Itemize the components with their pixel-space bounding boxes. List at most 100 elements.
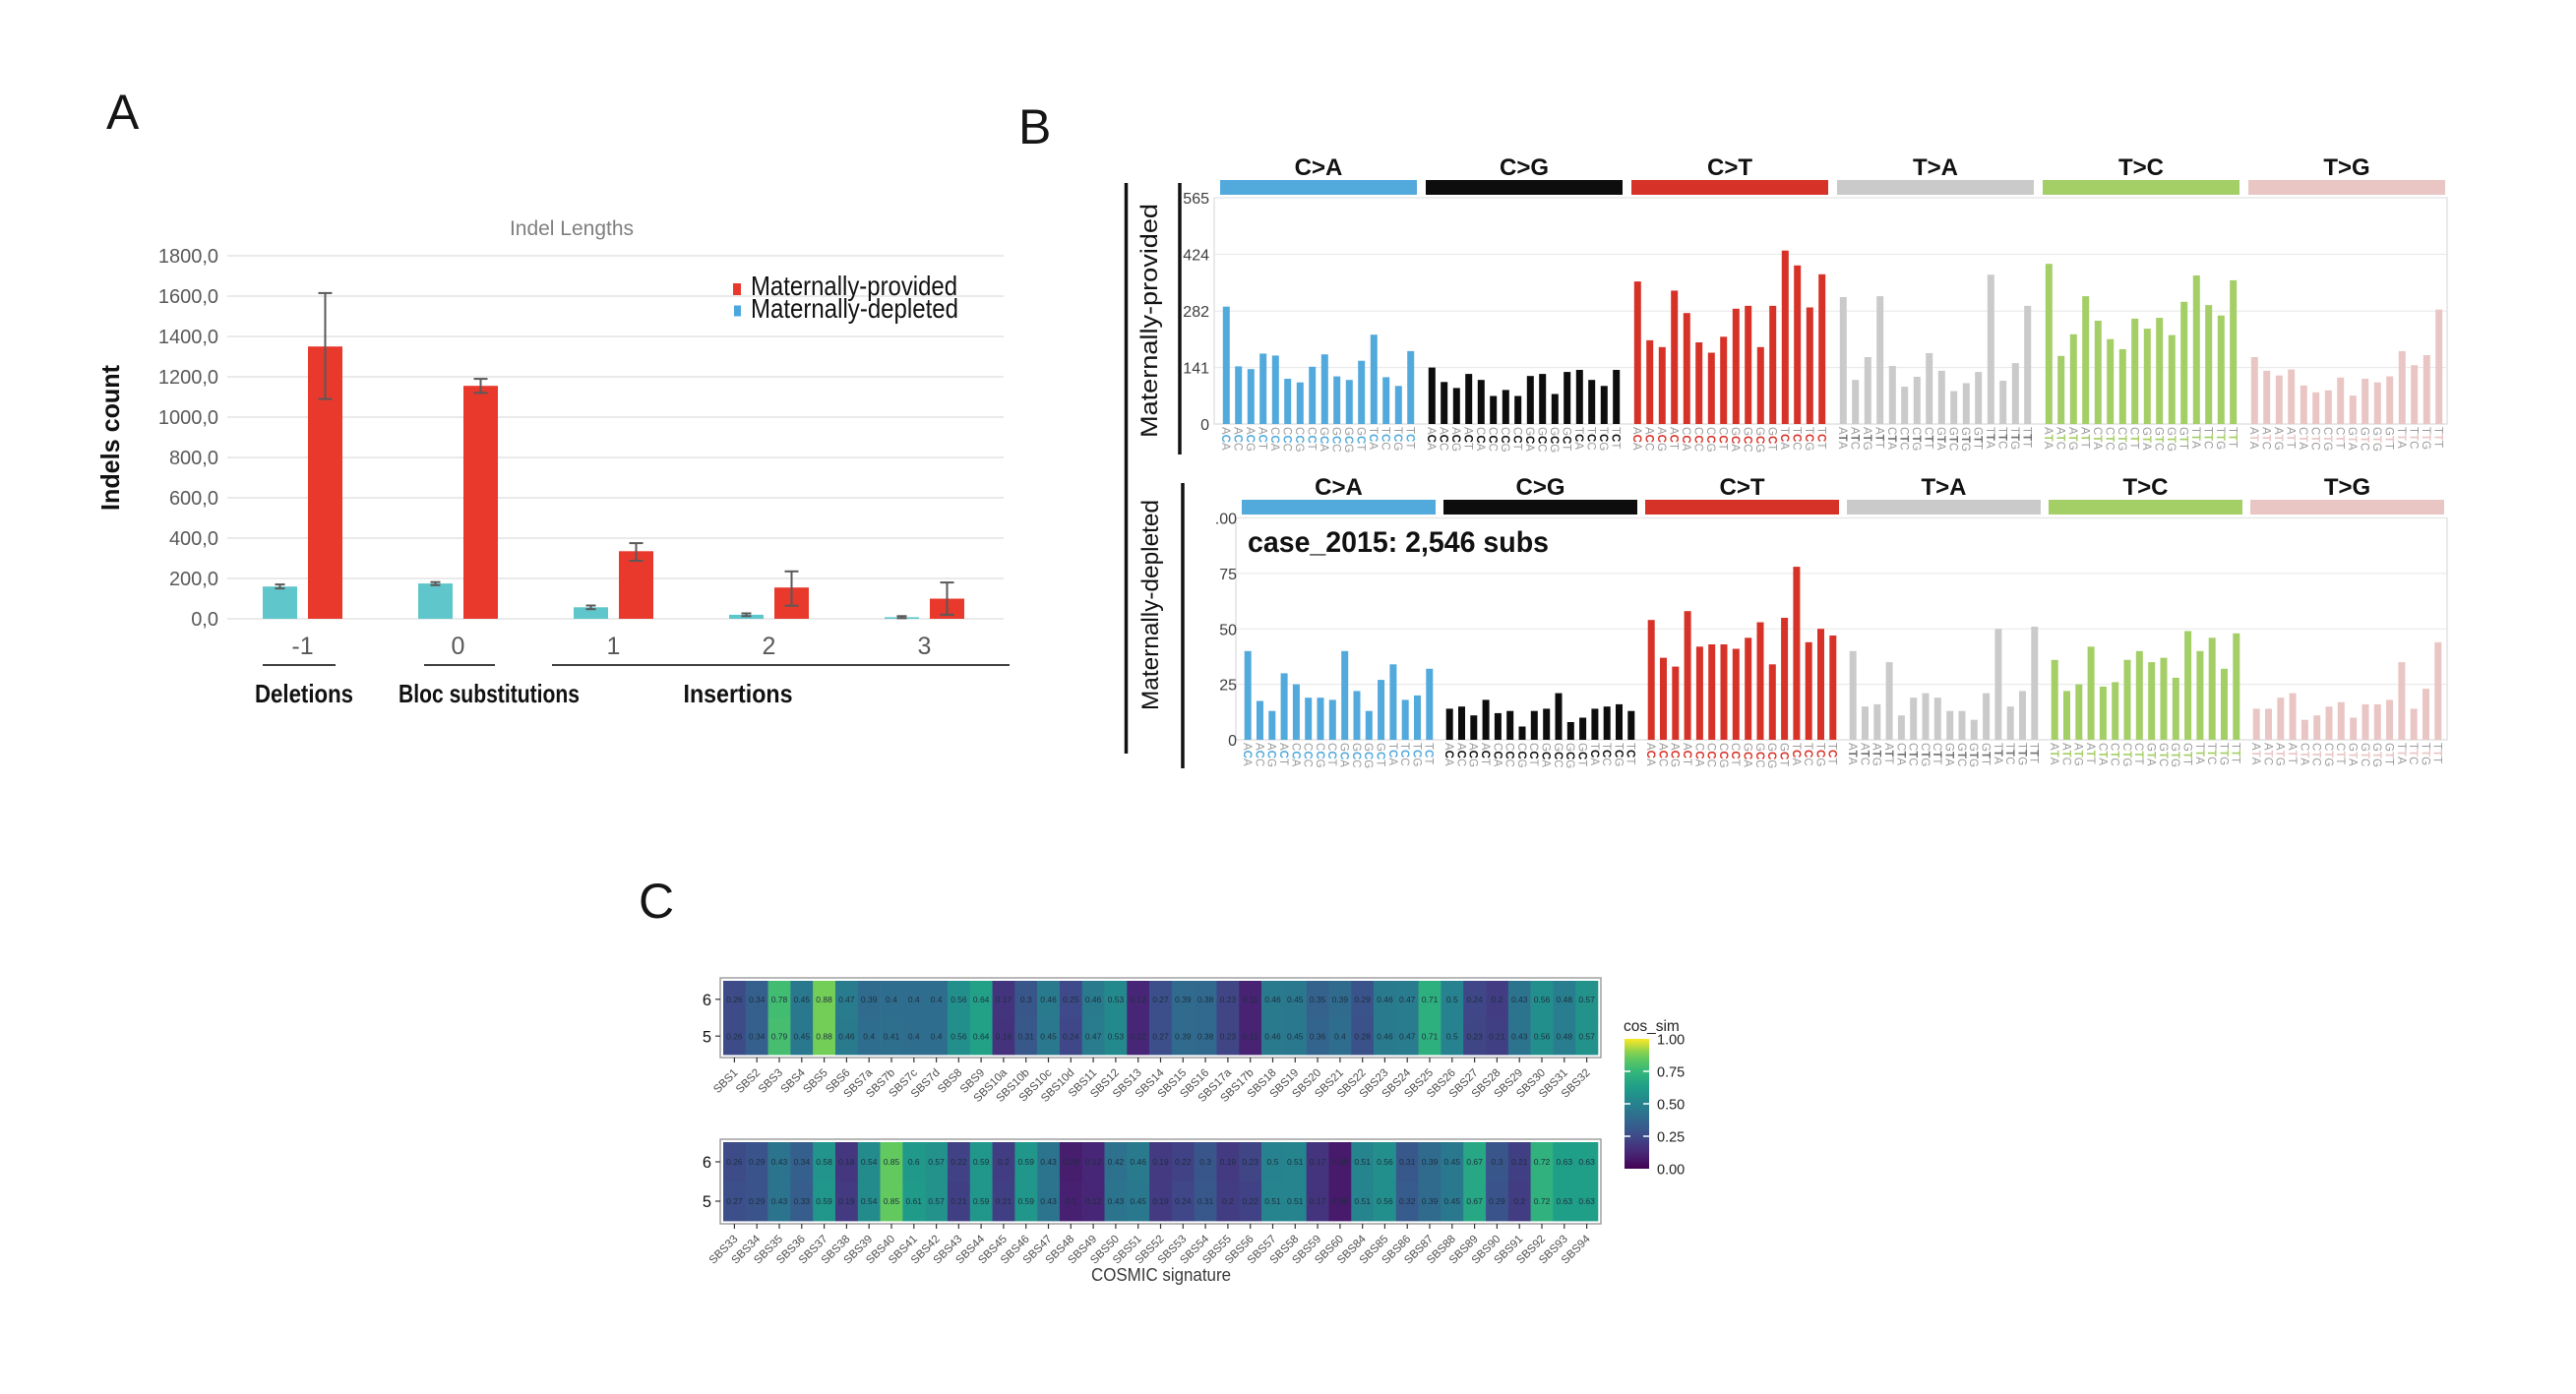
svg-text:0.56: 0.56	[1534, 1031, 1551, 1041]
svg-text:0.24: 0.24	[1175, 1196, 1192, 1206]
svg-text:0.43: 0.43	[1108, 1196, 1125, 1206]
svg-text:ATA: ATA	[2042, 427, 2054, 450]
svg-text:C>A: C>A	[1295, 154, 1343, 181]
svg-text:1600,0: 1600,0	[158, 286, 218, 308]
svg-text:ACA: ACA	[1644, 743, 1656, 766]
svg-text:CTG: CTG	[2322, 743, 2334, 766]
svg-text:CCG: CCG	[1314, 743, 1325, 768]
svg-text:TCG: TCG	[1813, 743, 1825, 766]
svg-text:CCT: CCT	[1717, 427, 1729, 451]
svg-text:GCG: GCG	[1765, 743, 1777, 768]
svg-text:200,0: 200,0	[169, 569, 218, 590]
svg-text:GCC: GCC	[1552, 743, 1564, 768]
svg-text:case_2015: 2,546 subs: case_2015: 2,546 subs	[1248, 526, 1549, 559]
svg-text:0.38: 0.38	[1197, 1031, 1214, 1041]
svg-text:ATA: ATA	[1836, 427, 1848, 450]
svg-text:5: 5	[703, 1193, 711, 1211]
svg-text:C>G: C>G	[1515, 474, 1564, 501]
svg-text:TCT: TCT	[1423, 743, 1435, 764]
svg-text:T>A: T>A	[1921, 474, 1966, 501]
svg-text:75: 75	[1219, 567, 1237, 583]
svg-text:0.54: 0.54	[861, 1157, 878, 1167]
svg-text:ACG: ACG	[1467, 743, 1479, 767]
svg-text:0.3: 0.3	[1492, 1157, 1503, 1167]
svg-text:0.26: 0.26	[726, 1031, 743, 1041]
svg-text:0.17: 0.17	[1310, 1196, 1326, 1206]
svg-text:6: 6	[703, 1154, 711, 1172]
svg-text:CTA: CTA	[2096, 743, 2108, 765]
svg-text:0.67: 0.67	[1466, 1196, 1483, 1206]
svg-text:0.08: 0.08	[1332, 1157, 1349, 1167]
svg-text:0.45: 0.45	[794, 1031, 811, 1041]
svg-text:0.21: 0.21	[996, 1196, 1012, 1206]
svg-text:TTC: TTC	[2407, 743, 2419, 764]
svg-text:0.45: 0.45	[1130, 1196, 1146, 1206]
svg-text:0.42: 0.42	[1108, 1157, 1125, 1167]
svg-text:0.57: 0.57	[928, 1196, 945, 1206]
svg-text:CCA: CCA	[1491, 743, 1503, 767]
svg-text:0.47: 0.47	[838, 995, 855, 1004]
svg-text:TCT: TCT	[1610, 427, 1622, 449]
svg-text:800,0: 800,0	[169, 448, 218, 469]
svg-text:ACA: ACA	[1425, 427, 1437, 451]
svg-text:Maternally-provided: Maternally-provided	[1136, 204, 1163, 438]
svg-text:ATC: ATC	[2261, 743, 2273, 765]
svg-text:GCG: GCG	[1753, 427, 1765, 453]
svg-text:0.56: 0.56	[1534, 995, 1551, 1004]
svg-text:0.5: 0.5	[1446, 1031, 1458, 1041]
svg-text:GCT: GCT	[1778, 743, 1790, 766]
svg-text:0.4: 0.4	[908, 995, 920, 1004]
svg-text:TTT: TTT	[2028, 743, 2040, 763]
svg-text:C: C	[639, 874, 674, 929]
svg-text:TTG: TTG	[2008, 427, 2020, 450]
svg-text:TTA: TTA	[2189, 427, 2201, 449]
svg-text:ACC: ACC	[1454, 743, 1466, 766]
svg-text:TTG: TTG	[2217, 743, 2229, 765]
svg-text:GCC: GCC	[1536, 427, 1548, 453]
svg-text:0.19: 0.19	[1152, 1196, 1169, 1206]
svg-text:CCA: CCA	[1474, 427, 1486, 452]
svg-text:1800,0: 1800,0	[158, 246, 218, 268]
svg-text:TTT: TTT	[2021, 427, 2033, 448]
svg-text:0.23: 0.23	[1466, 1031, 1483, 1041]
svg-text:0: 0	[452, 633, 465, 660]
svg-text:TCT: TCT	[1625, 743, 1636, 764]
svg-text:GCC: GCC	[1330, 427, 1342, 453]
svg-text:0.4: 0.4	[931, 995, 943, 1004]
svg-text:CCG: CCG	[1515, 743, 1527, 768]
svg-text:TTC: TTC	[2205, 743, 2217, 764]
svg-text:C>T: C>T	[1719, 474, 1764, 501]
svg-text:CCG: CCG	[1499, 427, 1510, 453]
svg-text:0.39: 0.39	[1422, 1196, 1439, 1206]
svg-text:TCC: TCC	[1600, 743, 1612, 766]
svg-text:GCC: GCC	[1742, 427, 1753, 453]
svg-text:GCC: GCC	[1350, 743, 1362, 768]
svg-text:0.35: 0.35	[1310, 995, 1326, 1004]
svg-text:TCG: TCG	[1803, 427, 1814, 451]
svg-text:ATT: ATT	[2285, 427, 2297, 449]
svg-text:0.51: 0.51	[1287, 1196, 1304, 1206]
svg-text:GCT: GCT	[1355, 427, 1367, 451]
svg-text:CTT: CTT	[2128, 427, 2140, 449]
svg-text:0.2: 0.2	[1492, 995, 1503, 1004]
svg-text:0.11: 0.11	[1243, 995, 1258, 1004]
svg-text:Maternally-depleted: Maternally-depleted	[751, 293, 958, 324]
svg-text:TCA: TCA	[1386, 743, 1398, 765]
svg-text:141: 141	[1183, 361, 1209, 378]
svg-text:0.26: 0.26	[726, 1157, 743, 1167]
svg-text:Bloc substitutions: Bloc substitutions	[399, 679, 580, 708]
svg-text:0.72: 0.72	[1534, 1196, 1551, 1206]
svg-text:TCA: TCA	[1572, 427, 1584, 450]
svg-text:0.85: 0.85	[884, 1157, 900, 1167]
svg-text:0.46: 0.46	[838, 1031, 855, 1041]
svg-text:0.41: 0.41	[884, 1031, 900, 1041]
svg-text:0.51: 0.51	[1287, 1157, 1304, 1167]
svg-text:A: A	[106, 85, 140, 140]
svg-text:0.63: 0.63	[1578, 1157, 1595, 1167]
svg-text:0.57: 0.57	[1578, 1031, 1595, 1041]
svg-text:0.45: 0.45	[1444, 1157, 1461, 1167]
svg-text:CTA: CTA	[2297, 427, 2308, 450]
svg-text:1: 1	[607, 633, 621, 660]
svg-text:0.78: 0.78	[771, 995, 788, 1004]
svg-text:CTC: CTC	[1898, 427, 1910, 451]
